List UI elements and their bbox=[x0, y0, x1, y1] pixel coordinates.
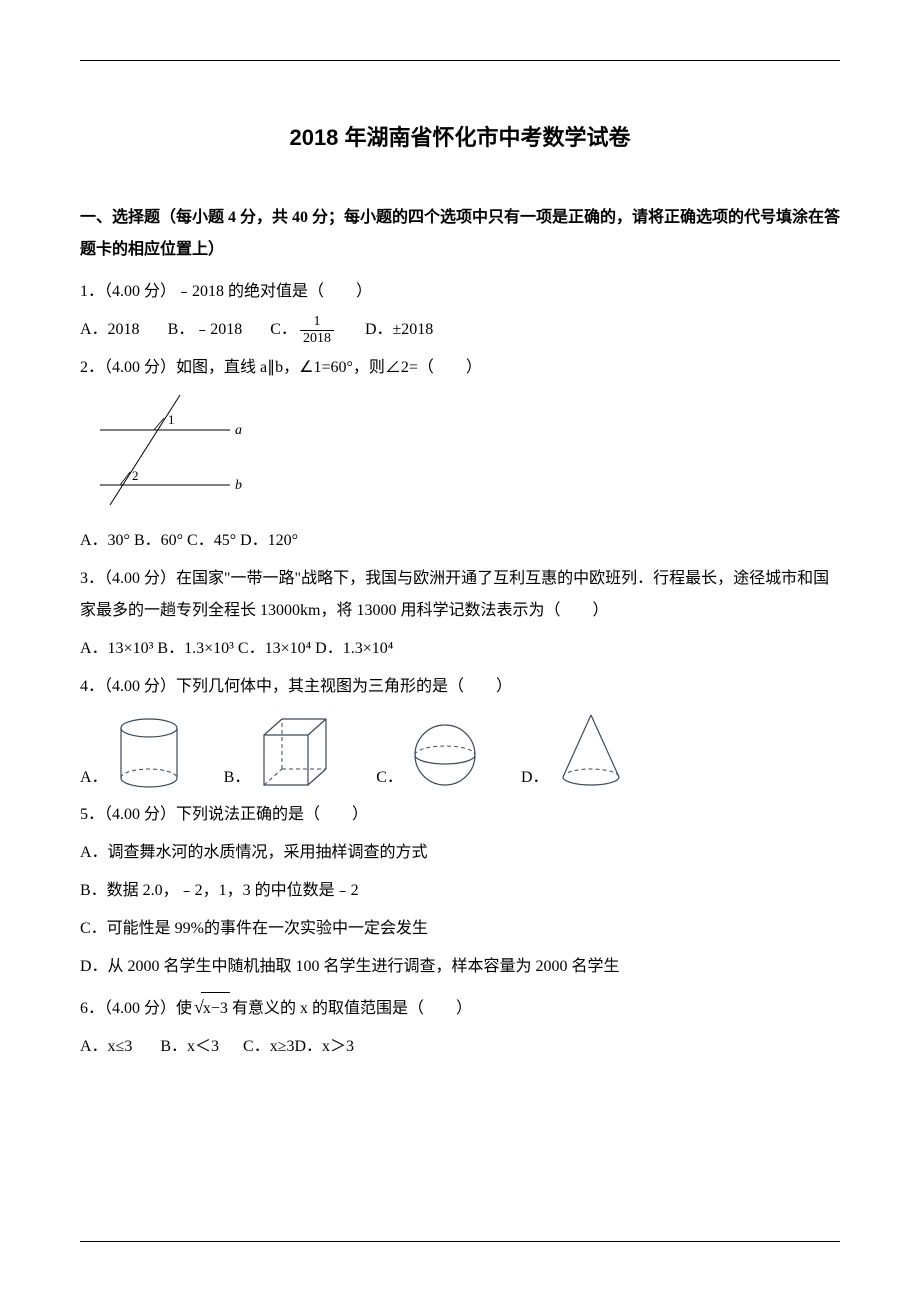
q6-optC: C．x≥3 bbox=[243, 1038, 294, 1055]
q3-optA: A．13×10³ bbox=[80, 640, 153, 657]
q2-options: A．30° B．60° C．45° D．120° bbox=[80, 525, 840, 557]
q1-stem: 1．（4.00 分）﹣2018 的绝对值是（ ） bbox=[80, 276, 840, 308]
frac-den: 2018 bbox=[300, 331, 334, 346]
q2-optB: B．60° bbox=[134, 532, 183, 549]
q2-optA: A．30° bbox=[80, 532, 130, 549]
q4-shapeC: C． bbox=[376, 719, 481, 791]
q1-options: A．2018 B．﹣2018 C．12018 D．±2018 bbox=[80, 314, 840, 346]
q6-prefix: 6．（4.00 分）使 bbox=[80, 1000, 192, 1017]
label-2: 2 bbox=[132, 468, 139, 483]
q2-optC: C．45° bbox=[187, 532, 236, 549]
q4-optC: C． bbox=[376, 763, 403, 791]
sqrt-expr: √x−3 bbox=[194, 989, 230, 1025]
q4-stem: 4．（4.00 分）下列几何体中，其主视图为三角形的是（ ） bbox=[80, 671, 840, 703]
top-rule bbox=[80, 60, 840, 61]
q1-optC-prefix: C． bbox=[270, 321, 297, 338]
q6-optD: D．x＞3 bbox=[295, 1038, 355, 1055]
q1-optD: D．±2018 bbox=[365, 314, 433, 346]
q6-suffix: 有意义的 x 的取值范围是（ ） bbox=[232, 1000, 472, 1017]
q4-shapeA: A． bbox=[80, 716, 184, 791]
q1-optC: C．12018 bbox=[270, 314, 337, 346]
q5-stem: 5．（4.00 分）下列说法正确的是（ ） bbox=[80, 799, 840, 831]
exam-title: 2018 年湖南省怀化市中考数学试卷 bbox=[80, 120, 840, 152]
q2-stem: 2．（4.00 分）如图，直线 a∥b，∠1=60°，则∠2=（ ） bbox=[80, 352, 840, 384]
label-a: a bbox=[235, 423, 242, 438]
q4-shapes: A． B． C． bbox=[80, 711, 840, 791]
cone-icon bbox=[555, 711, 627, 791]
q3-stem: 3．（4.00 分）在国家"一带一路"战略下，我国与欧洲开通了互利互惠的中欧班列… bbox=[80, 563, 840, 627]
q5-optB: B．数据 2.0，﹣2，1，3 的中位数是﹣2 bbox=[80, 875, 840, 907]
label-1: 1 bbox=[168, 412, 175, 427]
fraction: 12018 bbox=[300, 314, 334, 346]
q6-options: A．x≤3 B．x＜3 C．x≥3D．x＞3 bbox=[80, 1031, 840, 1063]
label-b: b bbox=[235, 478, 242, 493]
section-1-header: 一、选择题（每小题 4 分，共 40 分；每小题的四个选项中只有一项是正确的，请… bbox=[80, 202, 840, 266]
cylinder-icon bbox=[114, 716, 184, 791]
q2-diagram: a b 1 2 bbox=[80, 390, 840, 515]
q5-optD: D．从 2000 名学生中随机抽取 100 名学生进行调查，样本容量为 2000… bbox=[80, 951, 840, 983]
bottom-rule bbox=[80, 1241, 840, 1242]
q2-optD: D．120° bbox=[240, 532, 298, 549]
q4-optA: A． bbox=[80, 763, 108, 791]
q3-options: A．13×10³ B．1.3×10³ C．13×10⁴ D．1.3×10⁴ bbox=[80, 633, 840, 665]
q5-optA: A．调查舞水河的水质情况，采用抽样调查的方式 bbox=[80, 837, 840, 869]
sphere-icon bbox=[409, 719, 481, 791]
q6-optA: A．x≤3 bbox=[80, 1031, 132, 1063]
parallel-lines-diagram: a b 1 2 bbox=[80, 390, 260, 510]
q6-optB: B．x＜3 bbox=[160, 1031, 219, 1063]
q3-optB: B．1.3×10³ bbox=[157, 640, 234, 657]
frac-num: 1 bbox=[300, 314, 334, 330]
q6-stem: 6．（4.00 分）使√x−3有意义的 x 的取值范围是（ ） bbox=[80, 989, 840, 1025]
q4-shapeB: B． bbox=[224, 713, 337, 791]
q5-optC: C．可能性是 99%的事件在一次实验中一定会发生 bbox=[80, 913, 840, 945]
q3-optD: D．1.3×10⁴ bbox=[315, 640, 393, 657]
q1-optB: B．﹣2018 bbox=[168, 314, 243, 346]
cube-icon bbox=[256, 713, 336, 791]
q4-shapeD: D． bbox=[521, 711, 627, 791]
q4-optD: D． bbox=[521, 763, 549, 791]
q4-optB: B． bbox=[224, 763, 251, 791]
q3-optC: C．13×10⁴ bbox=[238, 640, 311, 657]
sqrt-content: x−3 bbox=[201, 992, 230, 1025]
q1-optA: A．2018 bbox=[80, 314, 140, 346]
